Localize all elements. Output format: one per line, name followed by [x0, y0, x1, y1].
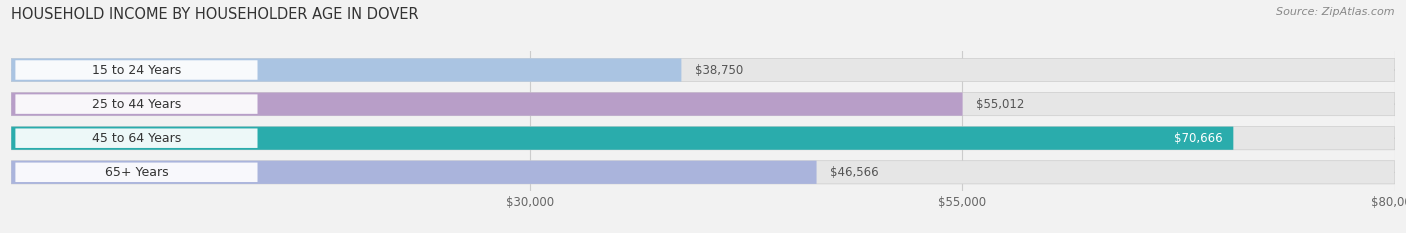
- Text: $55,012: $55,012: [976, 98, 1025, 111]
- FancyBboxPatch shape: [15, 163, 257, 182]
- Text: 25 to 44 Years: 25 to 44 Years: [91, 98, 181, 111]
- FancyBboxPatch shape: [11, 93, 963, 116]
- FancyBboxPatch shape: [11, 93, 1395, 116]
- FancyBboxPatch shape: [11, 127, 1233, 150]
- Text: $38,750: $38,750: [695, 64, 744, 76]
- Text: $70,666: $70,666: [1174, 132, 1222, 145]
- Text: 45 to 64 Years: 45 to 64 Years: [91, 132, 181, 145]
- FancyBboxPatch shape: [15, 94, 257, 114]
- FancyBboxPatch shape: [15, 60, 257, 80]
- Text: HOUSEHOLD INCOME BY HOUSEHOLDER AGE IN DOVER: HOUSEHOLD INCOME BY HOUSEHOLDER AGE IN D…: [11, 7, 419, 22]
- FancyBboxPatch shape: [11, 58, 682, 82]
- FancyBboxPatch shape: [11, 127, 1395, 150]
- Text: Source: ZipAtlas.com: Source: ZipAtlas.com: [1277, 7, 1395, 17]
- Text: 65+ Years: 65+ Years: [104, 166, 169, 179]
- FancyBboxPatch shape: [11, 161, 817, 184]
- FancyBboxPatch shape: [11, 161, 1395, 184]
- Text: 15 to 24 Years: 15 to 24 Years: [91, 64, 181, 76]
- FancyBboxPatch shape: [11, 58, 1395, 82]
- Text: $46,566: $46,566: [831, 166, 879, 179]
- FancyBboxPatch shape: [15, 128, 257, 148]
